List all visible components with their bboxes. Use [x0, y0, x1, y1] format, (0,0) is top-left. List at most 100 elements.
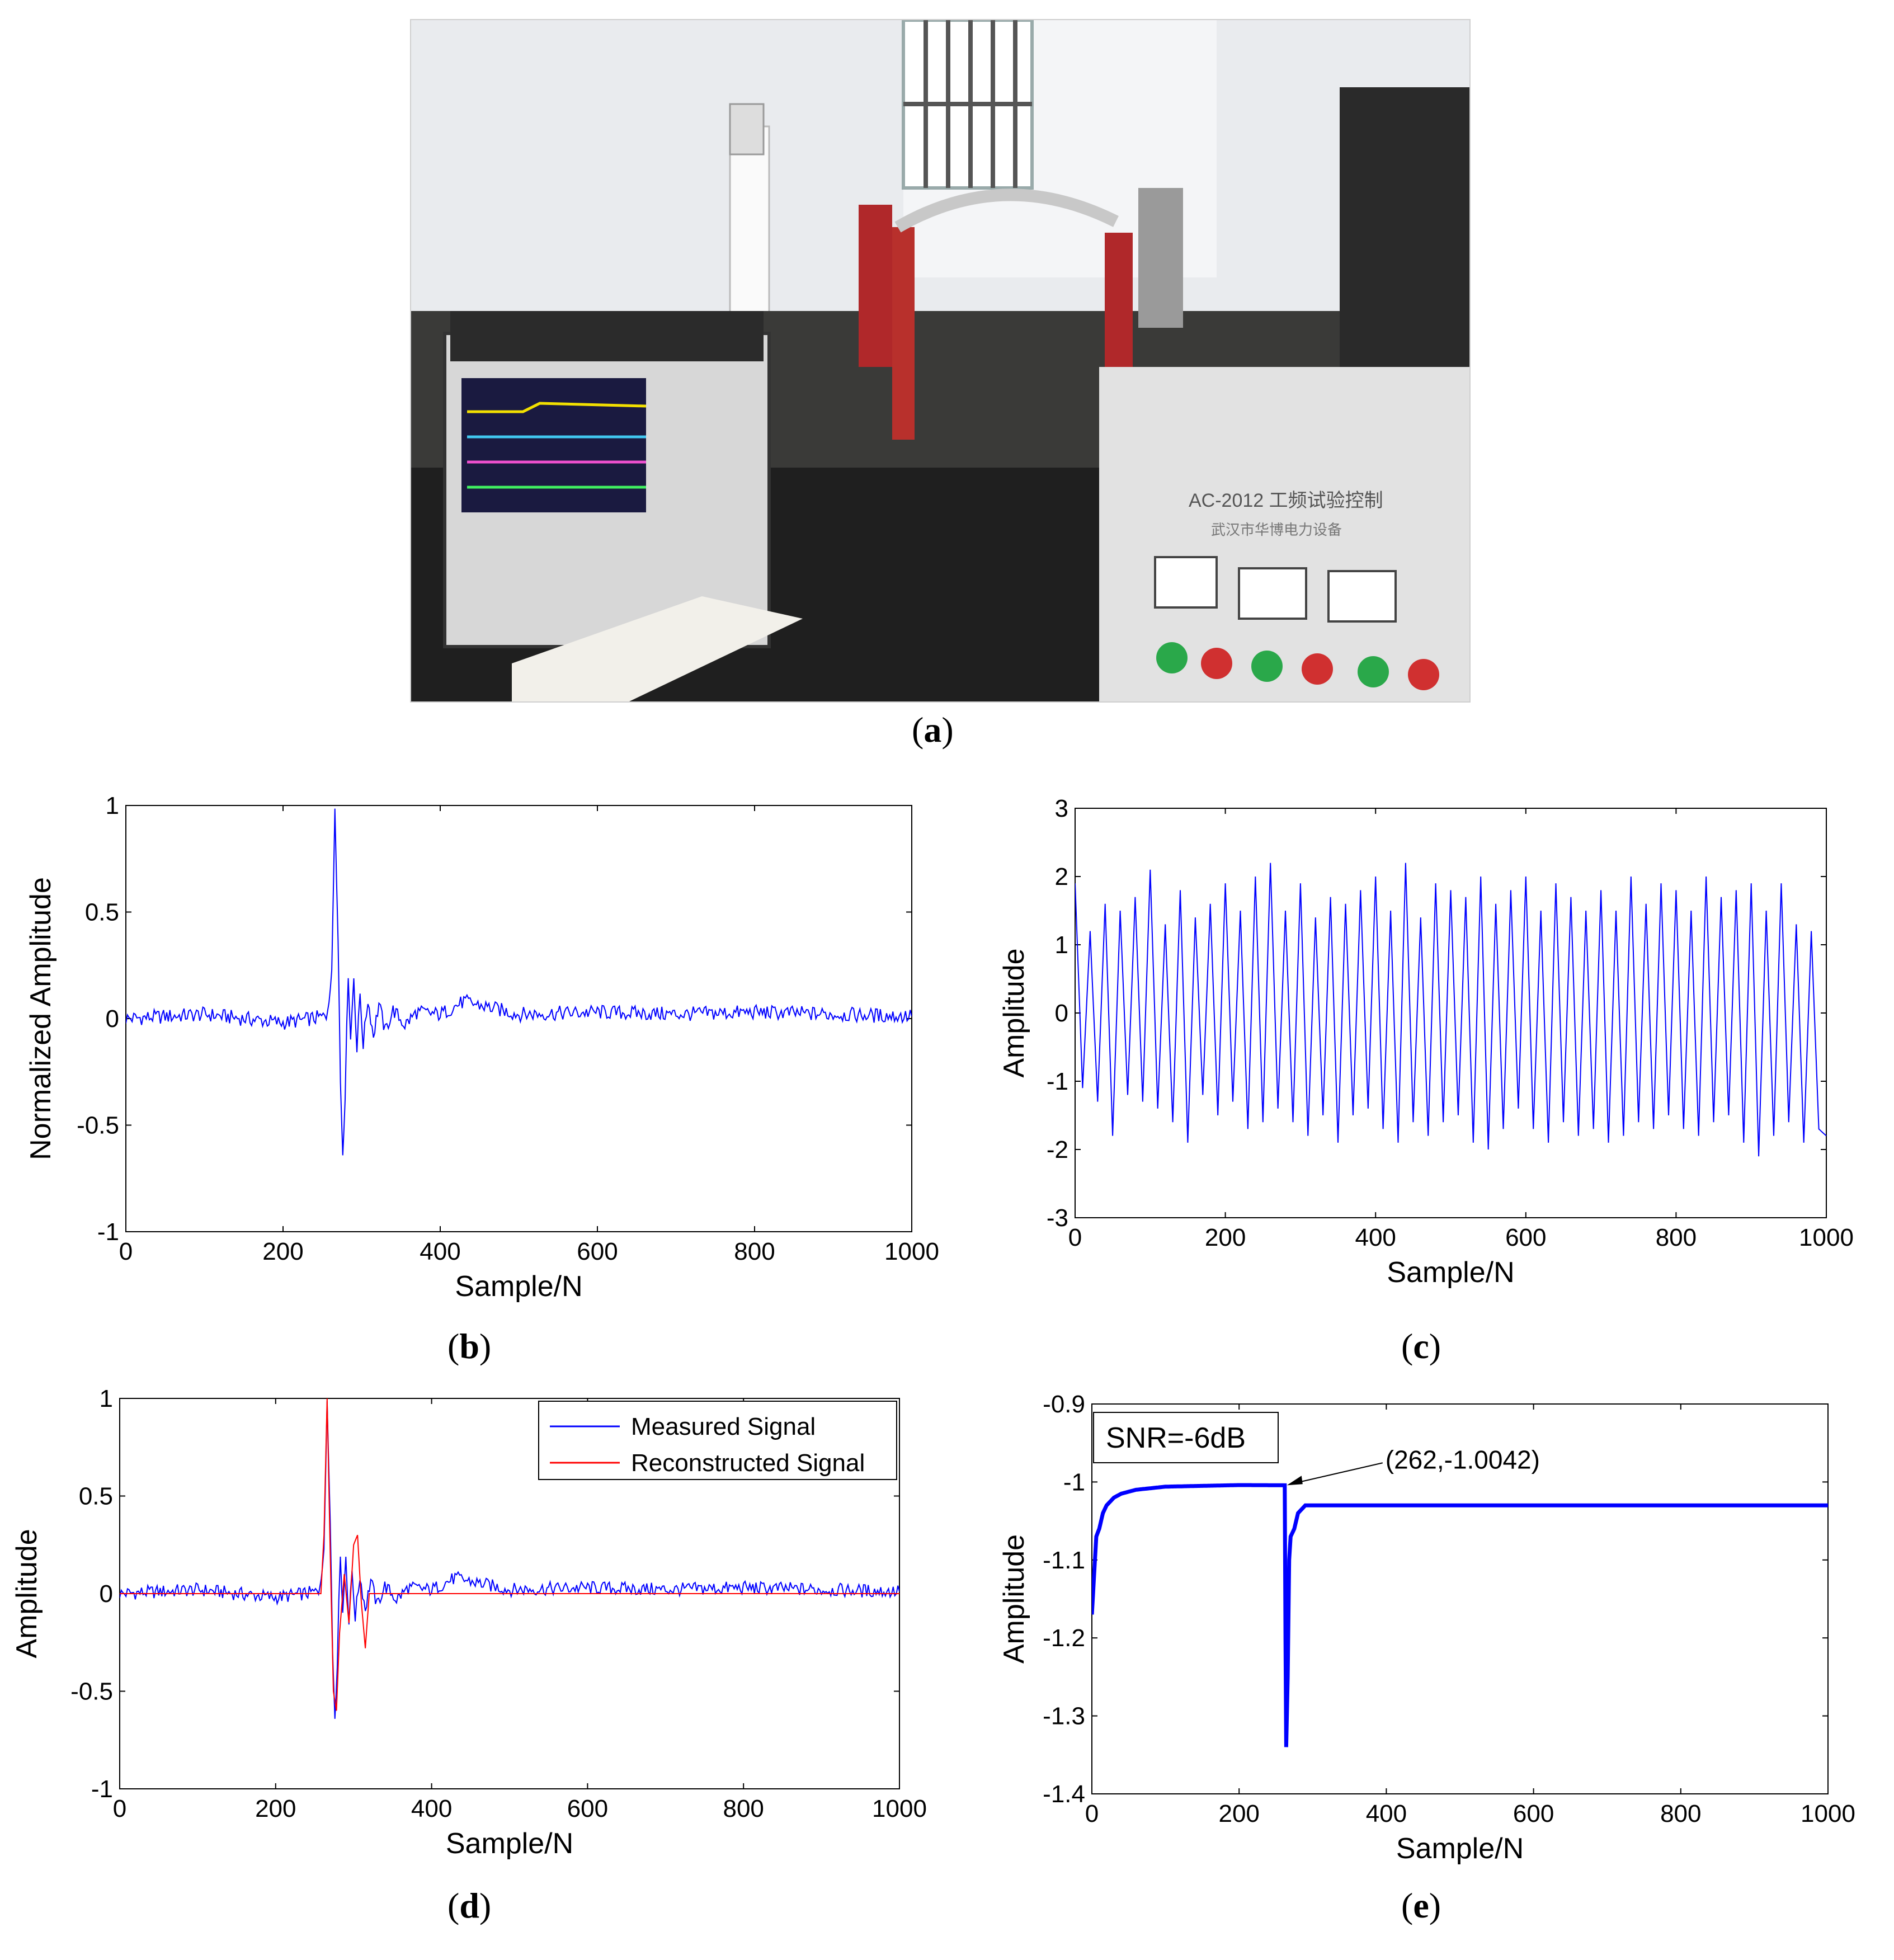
- y-tick-label: 0.5: [85, 899, 119, 926]
- x-tick-label: 1000: [872, 1795, 927, 1822]
- meter-2: [1238, 567, 1307, 620]
- y-tick-label: -1: [91, 1775, 113, 1803]
- door: [1340, 87, 1469, 367]
- annotation-arrow: [1290, 1462, 1383, 1485]
- notebook: [512, 596, 803, 701]
- x-tick-label: 600: [577, 1238, 618, 1265]
- x-tick-label: 200: [262, 1238, 303, 1265]
- legend-label: Reconstructed Signal: [631, 1449, 865, 1477]
- control-panel-title: AC-2012 工频试验控制: [1189, 490, 1383, 511]
- meter-3: [1327, 570, 1397, 623]
- x-tick-label: 400: [420, 1238, 460, 1265]
- y-tick-label: -1: [97, 1218, 119, 1246]
- y-tick-label: -0.9: [1043, 1391, 1085, 1418]
- y-tick-label: 1: [100, 1385, 113, 1412]
- snr-label: SNR=-6dB: [1106, 1422, 1246, 1454]
- window-bars: [903, 20, 1032, 188]
- x-tick-label: 800: [1660, 1800, 1701, 1827]
- hv-lead: [894, 189, 1119, 233]
- capacitor: [1138, 188, 1183, 328]
- x-axis-label: Sample/N: [446, 1827, 573, 1860]
- y-tick-label: -1: [1047, 1068, 1068, 1095]
- x-tick-label: 1000: [1801, 1800, 1855, 1827]
- x-tick-label: 600: [1505, 1224, 1546, 1251]
- series-line-reconstructed-signal: [120, 1398, 899, 1711]
- x-tick-label: 200: [255, 1795, 296, 1822]
- series-line-signal: [126, 808, 912, 1156]
- y-tick-label: 0: [1055, 1000, 1068, 1027]
- lab-photo-illustration: AC-2012 工频试验控制 武汉市华博电力设备: [411, 20, 1469, 701]
- x-tick-label: 0: [1085, 1800, 1099, 1827]
- x-tick-label: 1000: [1799, 1224, 1854, 1251]
- y-axis-label: Amplitude: [11, 1529, 43, 1658]
- x-tick-label: 0: [119, 1238, 133, 1265]
- y-axis-label: Amplitude: [998, 1534, 1030, 1664]
- chart-c: 0 200 400 600 800 1000 -3 -2 -1 0 1 2 3 Sample/N Ampli…: [998, 795, 1854, 1289]
- x-tick-label: 200: [1218, 1800, 1259, 1827]
- transformer-mid: [892, 227, 915, 440]
- y-tick-label: 1: [106, 792, 119, 819]
- x-axis-label: Sample/N: [455, 1270, 582, 1303]
- panel-label-d: (d): [447, 1886, 492, 1925]
- oscilloscope-top: [450, 311, 764, 361]
- x-tick-label: 600: [567, 1795, 608, 1822]
- x-tick-label: 400: [411, 1795, 452, 1822]
- annotation-arrowhead: [1287, 1476, 1303, 1486]
- panel-label-e: (e): [1401, 1886, 1441, 1925]
- wall-box: [729, 103, 765, 156]
- series-line-measured-signal: [120, 1401, 899, 1719]
- y-axis-label: Amplitude: [998, 948, 1030, 1077]
- y-axis-label: Normalized Amplitude: [25, 877, 57, 1160]
- meter-1: [1154, 556, 1218, 609]
- legend-label: Measured Signal: [631, 1413, 816, 1440]
- y-tick-label: 0: [106, 1005, 119, 1033]
- y-tick-label: 2: [1055, 863, 1068, 891]
- y-tick-label: 0.5: [79, 1483, 113, 1510]
- snr-box: [1093, 1412, 1279, 1463]
- transformer-right: [1105, 233, 1133, 367]
- x-tick-label: 600: [1513, 1800, 1554, 1827]
- x-tick-label: 0: [1068, 1224, 1082, 1251]
- chart-e: 0 200 400 600 800 1000 -1.4 -1.3 -1.2 -1.1 -1 -0.9 S…: [998, 1391, 1855, 1865]
- x-tick-label: 400: [1355, 1224, 1396, 1251]
- y-tick-label: -3: [1047, 1204, 1068, 1232]
- y-tick-label: -0.5: [77, 1112, 119, 1139]
- x-axis-label: Sample/N: [1396, 1832, 1524, 1865]
- plot-area: [1091, 1403, 1829, 1794]
- y-tick-label: -2: [1047, 1136, 1068, 1163]
- lab-photo: AC-2012 工频试验控制 武汉市华博电力设备: [410, 19, 1471, 703]
- x-tick-label: 0: [113, 1795, 126, 1822]
- plot-area: [1075, 808, 1827, 1218]
- annotation-label: (262,-1.0042): [1386, 1445, 1540, 1474]
- y-tick-label: -1.4: [1043, 1780, 1085, 1808]
- y-tick-label: -1.2: [1043, 1624, 1085, 1652]
- y-tick-label: 0: [100, 1580, 113, 1608]
- y-tick-label: -0.5: [70, 1678, 113, 1705]
- x-tick-label: 200: [1205, 1224, 1246, 1251]
- y-tick-label: 3: [1055, 795, 1068, 822]
- y-tick-label: 1: [1055, 931, 1068, 959]
- panel-label-c: (c): [1401, 1326, 1441, 1366]
- x-tick-label: 800: [1656, 1224, 1697, 1251]
- plot-area: [125, 805, 912, 1232]
- control-panel: [1099, 367, 1469, 701]
- oscilloscope-traces: [467, 402, 647, 489]
- x-tick-label: 800: [723, 1795, 764, 1822]
- x-tick-label: 800: [734, 1238, 775, 1265]
- chart-b: 0 200 400 600 800 1000 -1 -0.5 0 0.5 1 Sample/N Norm…: [25, 792, 939, 1303]
- series-line-signal: [1075, 863, 1826, 1157]
- transformer-left: [859, 205, 892, 367]
- y-tick-label: -1.1: [1043, 1547, 1085, 1574]
- y-tick-label: -1.3: [1043, 1703, 1085, 1730]
- y-tick-label: -1: [1063, 1468, 1085, 1496]
- x-tick-label: 400: [1366, 1800, 1407, 1827]
- panel-label-a: (a): [912, 710, 954, 750]
- legend-box: [538, 1401, 897, 1480]
- panel-buttons: [1156, 642, 1439, 690]
- x-axis-label: Sample/N: [1387, 1256, 1514, 1289]
- series-line-signal: [1092, 1483, 1828, 1747]
- control-panel-subtitle: 武汉市华博电力设备: [1211, 521, 1342, 538]
- panel-label-b: (b): [447, 1326, 492, 1366]
- x-tick-label: 1000: [884, 1238, 939, 1265]
- chart-d: 0 200 400 600 800 1000 -1 -0.5 0 0.5 1 Sample/N Ampl…: [11, 1385, 927, 1860]
